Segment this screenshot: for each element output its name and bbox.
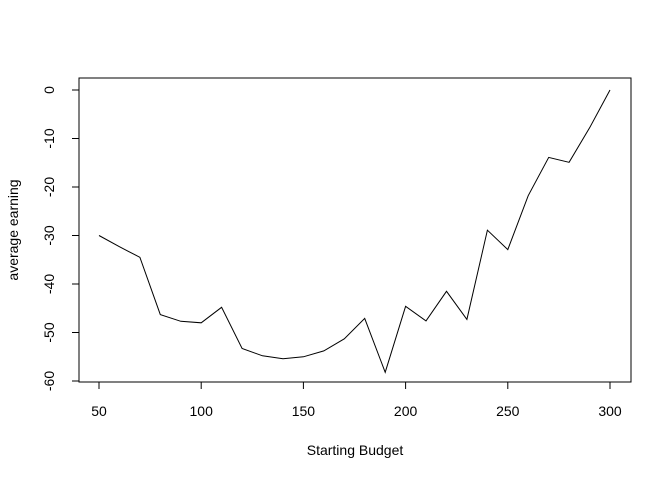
x-tick-label: 150	[292, 403, 316, 419]
y-axis: -60 -50 -40 -30 -20 -10 0	[41, 86, 80, 391]
x-tick-label: 300	[598, 403, 622, 419]
x-tick-label: 100	[190, 403, 214, 419]
x-axis: 50 100 150 200 250 300	[91, 381, 622, 419]
series-line	[98, 89, 611, 374]
y-tick-label: 0	[41, 86, 57, 94]
x-tick-label: 250	[496, 403, 520, 419]
x-tick-label: 200	[394, 403, 418, 419]
x-axis-title: Starting Budget	[307, 442, 404, 458]
y-tick-label: -60	[41, 371, 57, 391]
y-axis-title: average earning	[5, 179, 21, 280]
series-group	[98, 89, 611, 374]
y-tick-label: -50	[41, 322, 57, 342]
y-tick-label: -20	[41, 177, 57, 197]
y-tick-label: -40	[41, 274, 57, 294]
x-tick-label: 50	[91, 403, 107, 419]
y-tick-label: -30	[41, 225, 57, 245]
y-tick-label: -10	[41, 128, 57, 148]
